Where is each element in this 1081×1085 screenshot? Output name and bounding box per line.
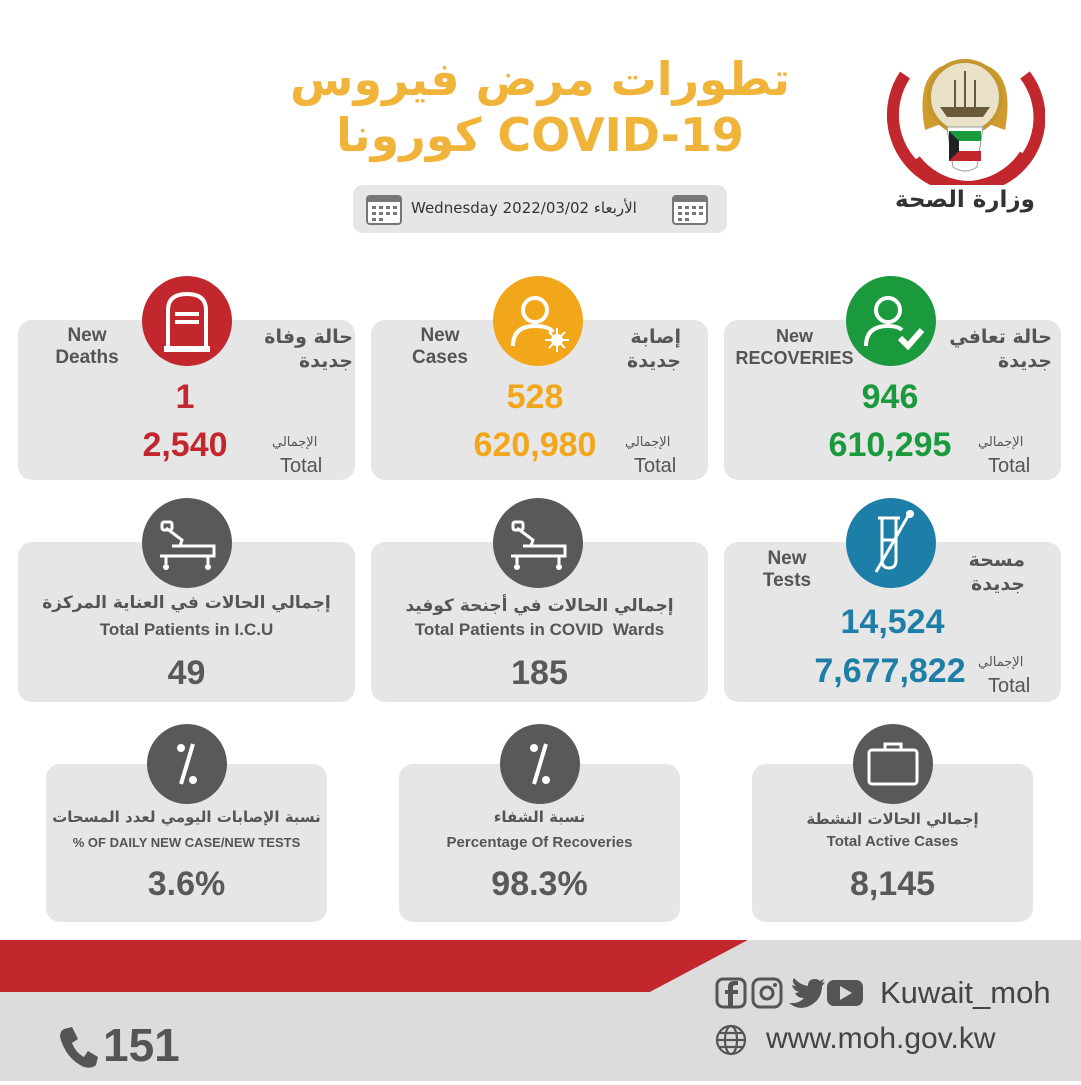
icu-label-en: Total Patients in I.C.U [99,620,274,639]
active-value: 8,145 [849,865,936,903]
calendar-icon [365,192,403,226]
cases-label-ar: إصابة جديدة [627,326,681,372]
cases-value: 528 [506,378,564,416]
deaths-total-value: 2,540 [142,426,228,464]
cases-total-value: 620,980 [473,426,597,464]
hotline-number[interactable]: 151 [103,1019,180,1071]
recovery-pct-label-en: Percentage Of Recoveries [446,834,633,851]
website-link[interactable]: www.moh.gov.kw [766,1022,996,1055]
wards-value: 185 [511,654,568,692]
user-virus-icon [493,276,583,366]
tests-label-ar: مسحة جديدة [968,549,1025,595]
deaths-total-ar: الإجمالي [272,435,318,450]
phone-icon [58,1025,98,1069]
icu-value: 49 [167,654,206,692]
recoveries-total-value: 610,295 [828,426,952,464]
hospital-bed-icon [493,498,583,588]
daily-pct-label-en: % OF DAILY NEW CASE/NEW TESTS [72,835,301,850]
tests-total-en: Total [988,675,1031,697]
calendar-icon [671,192,709,226]
deaths-label-en: New Deaths [55,325,119,368]
ministry-logo [885,35,1046,194]
percent-icon [500,724,580,804]
social-icons [715,976,865,1010]
recoveries-total-ar: الإجمالي [978,435,1024,450]
icu-label-ar: إجمالي الحالات في العناية المركزة [42,593,331,613]
deaths-value: 1 [175,378,195,416]
medical-kit-icon [853,724,933,804]
page-title-line1: تطورات مرض فيروس [290,52,790,106]
tests-value: 14,524 [840,603,945,641]
daily-pct-label-ar: نسبة الإصابات اليومي لعدد المسحات [52,808,321,826]
date-text: Wednesday 2022/03/02 الأربعاء [411,199,637,217]
active-label-ar: إجمالي الحالات النشطة [806,810,979,828]
cases-total-ar: الإجمالي [625,435,671,450]
social-handle[interactable]: Kuwait_moh [880,975,1051,1010]
deaths-label-ar: حالة وفاة جديدة [264,326,353,372]
percent-icon [147,724,227,804]
recoveries-total-en: Total [988,455,1031,477]
hospital-bed-icon [142,498,232,588]
cases-total-en: Total [634,455,677,477]
tombstone-icon [142,276,232,366]
active-label-en: Total Active Cases [826,833,959,850]
wards-label-en: Total Patients in COVID Wards [414,620,665,639]
daily-pct-value: 3.6% [147,865,226,903]
recoveries-label-en: New RECOVERIES [735,326,854,368]
ministry-name: وزارة الصحة [895,187,1035,213]
user-check-icon [846,276,936,366]
footer-bands [0,940,1081,1081]
page-title-line2: كورونا COVID-19 [336,108,744,162]
wards-label-ar: إجمالي الحالات في أجنحة كوفيد [405,596,674,616]
deaths-total-en: Total [280,455,323,477]
date-bar: Wednesday 2022/03/02 الأربعاء [353,185,727,233]
test-tube-icon [846,498,936,588]
recoveries-value: 946 [861,378,919,416]
tests-label-en: New Tests [762,548,812,591]
recoveries-label-ar: حالة تعافي جديدة [949,326,1052,372]
recovery-pct-label-ar: نسبة الشفاء [493,808,586,826]
globe-icon [715,1024,747,1056]
cases-label-en: New Cases [412,325,468,368]
recovery-pct-value: 98.3% [491,865,588,903]
tests-total-ar: الإجمالي [978,655,1024,670]
tests-total-value: 7,677,822 [814,652,966,690]
